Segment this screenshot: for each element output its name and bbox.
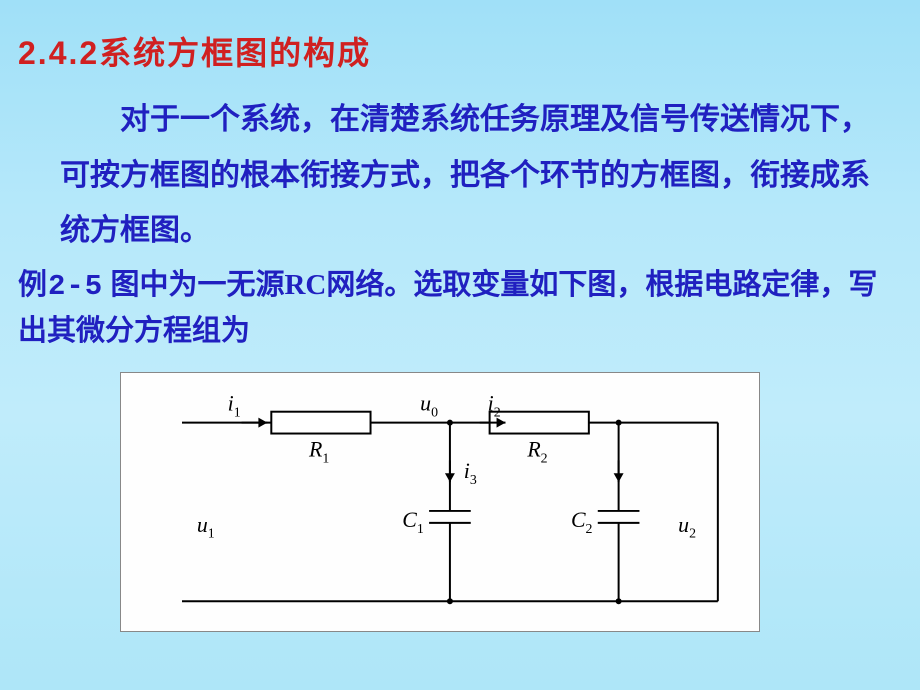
svg-text:u2: u2 — [678, 513, 696, 542]
example-label: 例2-5 — [18, 270, 103, 303]
example-text: 图中为一无源RC网络。选取变量如下图，根据电路定律，写出其微分方程组为 — [18, 269, 877, 348]
section-heading: 2.4.2系统方框图的构成 — [0, 0, 920, 74]
svg-text:C1: C1 — [402, 508, 424, 537]
svg-text:R2: R2 — [526, 438, 547, 467]
svg-text:R1: R1 — [308, 438, 329, 467]
svg-text:u0: u0 — [420, 392, 438, 421]
circuit-diagram: i1i2i3R1R2C1C2u1u0u2 — [120, 372, 760, 632]
svg-text:u1: u1 — [197, 513, 215, 542]
svg-text:i3: i3 — [464, 460, 477, 489]
circuit-svg: i1i2i3R1R2C1C2u1u0u2 — [121, 373, 759, 631]
example-paragraph: 例2-5 图中为一无源RC网络。选取变量如下图，根据电路定律，写出其微分方程组为 — [0, 259, 920, 355]
svg-text:i1: i1 — [228, 392, 241, 421]
intro-paragraph: 对于一个系统，在清楚系统任务原理及信号传送情况下，可按方框图的根本衔接方式，把各… — [0, 74, 920, 259]
svg-text:C2: C2 — [571, 508, 593, 537]
